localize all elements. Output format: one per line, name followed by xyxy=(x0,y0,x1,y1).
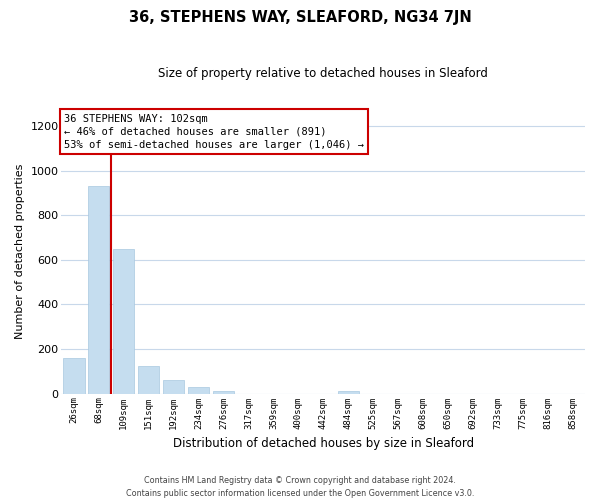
Text: 36 STEPHENS WAY: 102sqm
← 46% of detached houses are smaller (891)
53% of semi-d: 36 STEPHENS WAY: 102sqm ← 46% of detache… xyxy=(64,114,364,150)
Text: Contains HM Land Registry data © Crown copyright and database right 2024.
Contai: Contains HM Land Registry data © Crown c… xyxy=(126,476,474,498)
X-axis label: Distribution of detached houses by size in Sleaford: Distribution of detached houses by size … xyxy=(173,437,474,450)
Bar xyxy=(88,186,109,394)
Title: Size of property relative to detached houses in Sleaford: Size of property relative to detached ho… xyxy=(158,68,488,80)
Bar xyxy=(213,391,234,394)
Bar xyxy=(138,366,160,394)
Bar xyxy=(163,380,184,394)
Bar xyxy=(113,248,134,394)
Text: 36, STEPHENS WAY, SLEAFORD, NG34 7JN: 36, STEPHENS WAY, SLEAFORD, NG34 7JN xyxy=(128,10,472,25)
Bar xyxy=(188,388,209,394)
Bar xyxy=(64,358,85,394)
Y-axis label: Number of detached properties: Number of detached properties xyxy=(15,163,25,338)
Bar xyxy=(338,392,359,394)
